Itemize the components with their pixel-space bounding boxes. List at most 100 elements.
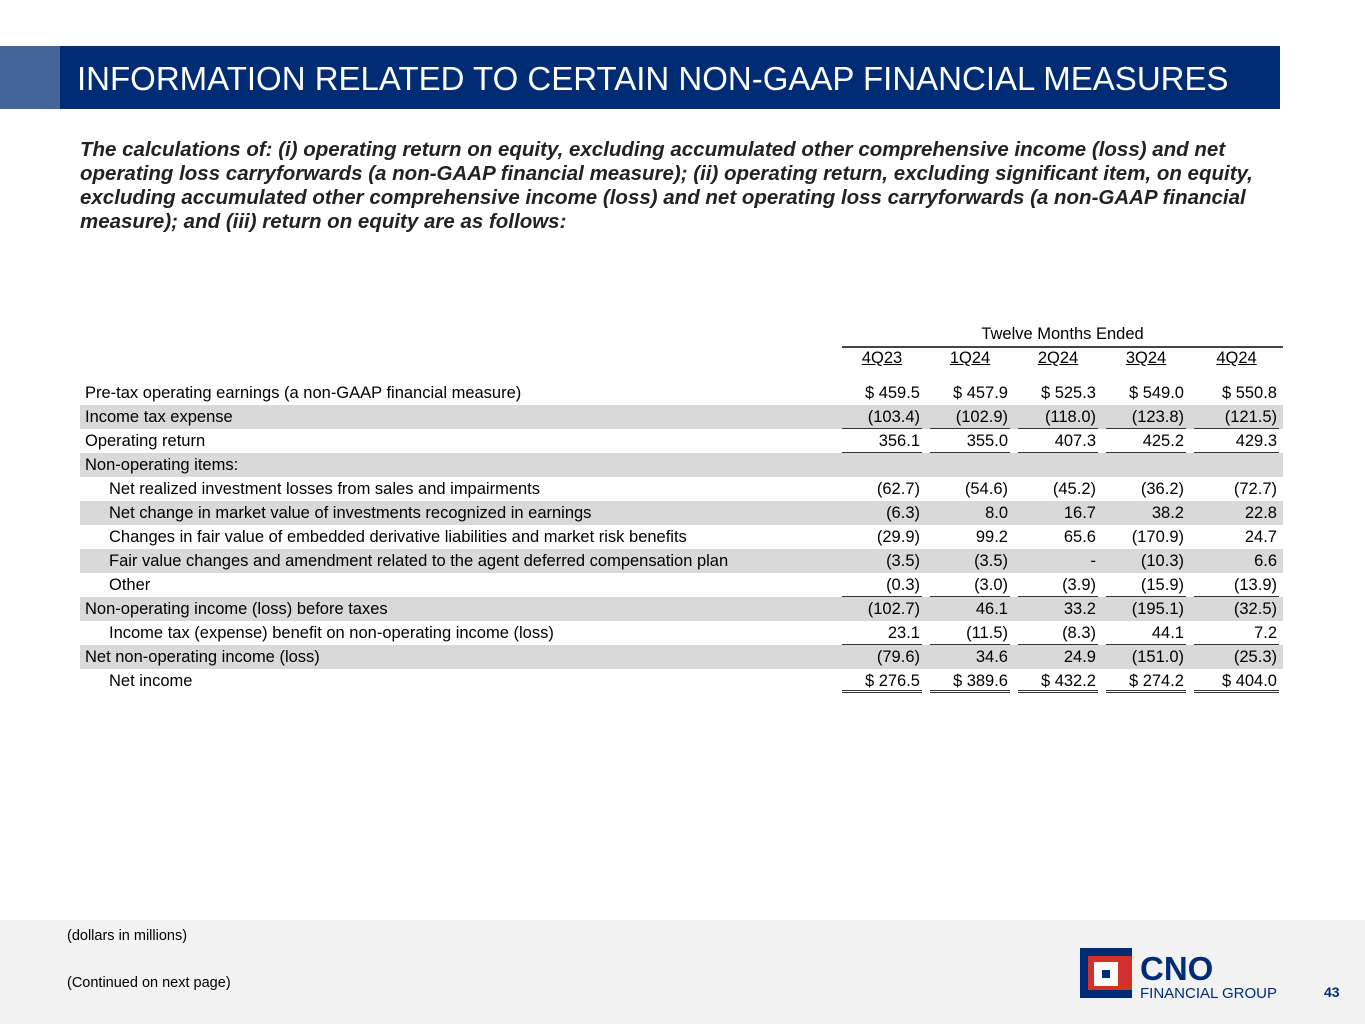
cell-value: $ 525.3 <box>1040 384 1096 402</box>
cell-value: (13.9) <box>1194 573 1279 597</box>
row-label: Net change in market value of investment… <box>109 504 592 522</box>
cell-value: $ 459.5 <box>864 384 920 402</box>
cell-value: (45.2) <box>1052 480 1096 498</box>
cell-value: - <box>1090 552 1097 570</box>
cell-value: (62.7) <box>876 480 920 498</box>
cell-value: (32.5) <box>1233 600 1277 618</box>
cell-value: $ 389.6 <box>930 669 1010 693</box>
units-note: (dollars in millions) <box>67 928 188 944</box>
row-label: Other <box>109 576 151 594</box>
header-accent <box>0 46 60 109</box>
table-row: Non-operating items: <box>80 453 1283 477</box>
cell-value: (36.2) <box>1140 480 1184 498</box>
cell-value <box>1194 453 1279 477</box>
cell-value: $ 549.0 <box>1128 384 1184 402</box>
cell-value: 24.7 <box>1244 528 1277 546</box>
column-header: 4Q24 <box>1216 349 1257 367</box>
table-row: Net non-operating income (loss) (79.6) 34.… <box>80 645 1283 669</box>
cell-value: 46.1 <box>975 600 1008 618</box>
cell-value: 425.2 <box>1106 429 1186 453</box>
cell-value: (10.3) <box>1140 552 1184 570</box>
footer: (dollars in millions) (Continued on next… <box>0 920 1365 1024</box>
group-header: Twelve Months Ended <box>842 324 1283 348</box>
row-label: Pre-tax operating earnings (a non-GAAP f… <box>85 384 522 402</box>
row-label: Non-operating income (loss) before taxes <box>85 600 388 618</box>
cell-value: $ 457.9 <box>952 384 1008 402</box>
cno-logo: CNO FINANCIAL GROUP <box>1080 948 1290 1005</box>
table-row: Net realized investment losses from sale… <box>80 477 1283 501</box>
cell-value: (3.0) <box>930 573 1010 597</box>
cell-value: 22.8 <box>1244 504 1277 522</box>
cell-value: (0.3) <box>842 573 922 597</box>
continued-note: (Continued on next page) <box>67 975 231 991</box>
cell-value <box>1018 453 1098 477</box>
cell-value: (6.3) <box>886 504 920 522</box>
cell-value: 24.9 <box>1063 648 1096 666</box>
row-label: Income tax expense <box>85 408 233 426</box>
table-row: Income tax expense (103.4) (102.9) (118.0) (… <box>80 405 1283 429</box>
table-row: Other (0.3) (3.0) (3.9) (15.9) (13.9) <box>80 573 1283 597</box>
table-row: Net change in market value of investment… <box>80 501 1283 525</box>
column-header-row: 4Q23 1Q24 2Q24 3Q24 4Q24 <box>80 346 1283 370</box>
table-row: Pre-tax operating earnings (a non-GAAP f… <box>80 381 1283 405</box>
table-row: Changes in fair value of embedded deriva… <box>80 525 1283 549</box>
cell-value: (72.7) <box>1233 480 1277 498</box>
cell-value: 7.2 <box>1194 621 1279 645</box>
cell-value: 355.0 <box>930 429 1010 453</box>
cell-value <box>930 453 1010 477</box>
intro-text: The calculations of: (i) operating retur… <box>80 138 1253 233</box>
table-row: Net income $ 276.5 $ 389.6 $ 432.2 $ 274.2 $ … <box>80 669 1283 693</box>
column-header: 2Q24 <box>1037 349 1079 367</box>
cell-value: (103.4) <box>842 405 922 429</box>
cell-value: 33.2 <box>1063 600 1096 618</box>
row-label: Net realized investment losses from sale… <box>109 480 541 498</box>
cell-value: (3.9) <box>1018 573 1098 597</box>
cell-value: (11.5) <box>930 621 1010 645</box>
cell-value <box>1106 453 1186 477</box>
cell-value <box>842 453 922 477</box>
cell-value: 34.6 <box>975 648 1008 666</box>
cell-value: (79.6) <box>876 648 920 666</box>
page-number: 43 <box>1324 984 1340 1000</box>
row-label: Net non-operating income (loss) <box>85 648 320 666</box>
svg-text:CNO: CNO <box>1140 950 1213 987</box>
cell-value: (123.8) <box>1106 405 1186 429</box>
cell-value: 6.6 <box>1254 552 1277 570</box>
cell-value: (102.9) <box>930 405 1010 429</box>
cell-value: 8.0 <box>985 504 1008 522</box>
cell-value: 407.3 <box>1018 429 1098 453</box>
cell-value: 429.3 <box>1194 429 1279 453</box>
cell-value: (195.1) <box>1131 600 1184 618</box>
cell-value: 23.1 <box>842 621 922 645</box>
cell-value: (170.9) <box>1131 528 1184 546</box>
cell-value: (102.7) <box>867 600 920 618</box>
row-label: Non-operating items: <box>85 456 239 474</box>
row-label: Net income <box>109 672 193 690</box>
cell-value: $ 404.0 <box>1194 669 1279 693</box>
cell-value: (3.5) <box>886 552 920 570</box>
cell-value: (151.0) <box>1131 648 1184 666</box>
cell-value: 38.2 <box>1151 504 1184 522</box>
row-label: Operating return <box>85 432 206 450</box>
svg-text:FINANCIAL GROUP: FINANCIAL GROUP <box>1140 985 1277 1000</box>
cell-value: (25.3) <box>1233 648 1277 666</box>
cell-value: $ 432.2 <box>1018 669 1098 693</box>
row-label: Income tax (expense) benefit on non-oper… <box>109 624 554 642</box>
cell-value: 99.2 <box>975 528 1008 546</box>
table-row: Income tax (expense) benefit on non-oper… <box>80 621 1283 645</box>
cell-value: (8.3) <box>1018 621 1098 645</box>
table-row: Operating return 356.1 355.0 407.3 425.2 429.… <box>80 429 1283 453</box>
cell-value: $ 274.2 <box>1106 669 1186 693</box>
column-header: 4Q23 <box>861 349 903 367</box>
cell-value: 16.7 <box>1063 504 1096 522</box>
column-header: 3Q24 <box>1125 349 1167 367</box>
cell-value: (29.9) <box>876 528 920 546</box>
cell-value: 65.6 <box>1063 528 1096 546</box>
cell-value: 356.1 <box>842 429 922 453</box>
row-label: Fair value changes and amendment related… <box>109 552 729 570</box>
row-label: Changes in fair value of embedded deriva… <box>109 528 687 546</box>
column-header: 1Q24 <box>949 349 991 367</box>
cell-value: (118.0) <box>1018 405 1098 429</box>
cell-value: $ 550.8 <box>1221 384 1277 402</box>
cell-value: $ 276.5 <box>842 669 922 693</box>
